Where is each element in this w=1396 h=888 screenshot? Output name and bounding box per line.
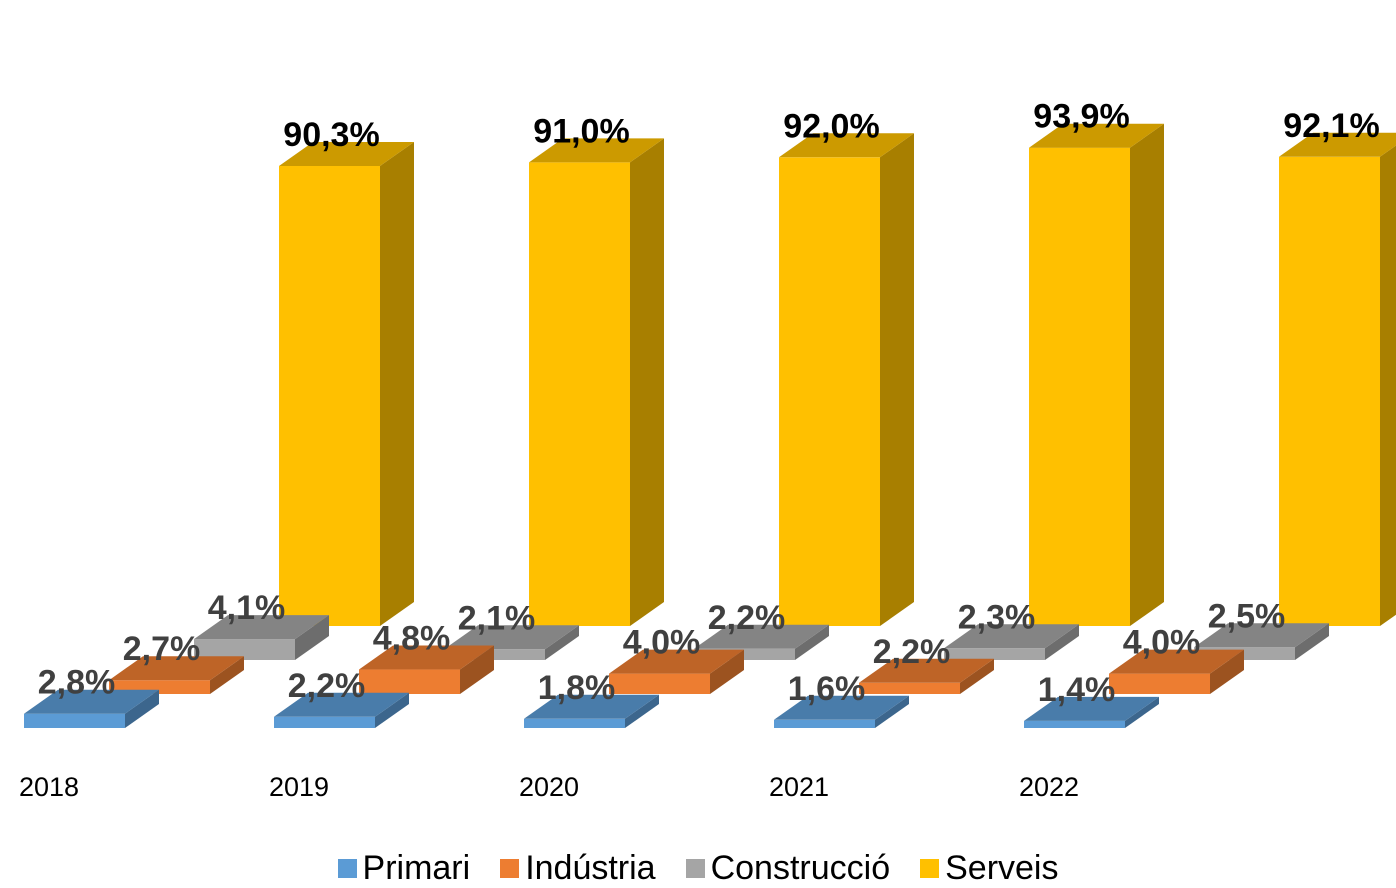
x-tick-label-2022: 2022 [1019, 772, 1079, 802]
legend-label: Indústria [525, 849, 656, 887]
bar-primari-2022 [1024, 696, 1159, 728]
data-label-industria-2018: 2,7% [123, 630, 201, 668]
bar-construccio-2020 [694, 624, 829, 660]
bar-layer [24, 123, 1396, 728]
data-label-serveis-2018: 90,3% [283, 116, 379, 154]
legend-item: Indústria [500, 848, 656, 888]
legend-swatch [337, 858, 357, 878]
legend-label: Serveis [945, 849, 1059, 887]
bar-construccio-2019 [444, 625, 579, 660]
bar-industria-2021 [859, 658, 994, 694]
bar-serveis-2019 [529, 138, 664, 626]
bar-primari-2020 [524, 694, 659, 728]
data-label-layer: 90,3% 91,0% 92,0% 93,9% 92,1%4,1% 2,1% 2,2% 2,3… [38, 98, 1380, 709]
legend-swatch [500, 858, 520, 878]
bar-serveis-2021 [1029, 123, 1164, 626]
data-label-serveis-2022: 92,1% [1283, 107, 1379, 145]
data-label-industria-2021: 2,2% [873, 633, 951, 671]
data-label-industria-2019: 4,8% [373, 620, 451, 658]
legend: Primari Indústria Construcció Serveis [0, 848, 1396, 888]
data-label-primari-2022: 1,4% [1038, 671, 1116, 709]
data-label-serveis-2019: 91,0% [533, 112, 629, 150]
legend-item: Construcció [685, 848, 891, 888]
bar-primari-2018 [24, 689, 159, 728]
data-label-serveis-2020: 92,0% [783, 107, 879, 145]
data-label-primari-2018: 2,8% [38, 664, 116, 702]
bar-industria-2020 [609, 649, 744, 694]
bar-construccio-2018 [194, 615, 329, 660]
category-axis: 2018 2019 2020 2021 2022 [19, 772, 1079, 802]
legend-item: Serveis [920, 848, 1058, 888]
x-tick-label-2021: 2021 [769, 772, 829, 802]
x-tick-label-2018: 2018 [19, 772, 79, 802]
bar-industria-2022 [1109, 649, 1244, 694]
legend-swatch [685, 858, 705, 878]
data-label-primari-2021: 1,6% [788, 670, 866, 708]
data-label-primari-2020: 1,8% [538, 669, 616, 707]
bar-serveis-2018 [279, 142, 414, 626]
data-label-construccio-2021: 2,3% [958, 598, 1036, 636]
bar-serveis-2020 [779, 133, 914, 627]
x-tick-label-2019: 2019 [269, 772, 329, 802]
bar-primari-2019 [274, 692, 409, 728]
x-tick-label-2020: 2020 [519, 772, 579, 802]
data-label-industria-2022: 4,0% [1123, 624, 1201, 662]
bar-construccio-2021 [944, 624, 1079, 660]
data-label-construccio-2020: 2,2% [708, 599, 786, 637]
data-label-construccio-2019: 2,1% [458, 599, 536, 637]
data-label-construccio-2022: 2,5% [1208, 597, 1286, 635]
data-label-industria-2020: 4,0% [623, 624, 701, 662]
bar-industria-2019 [359, 645, 494, 694]
legend-label: Primari [362, 849, 471, 887]
bar-primari-2021 [774, 695, 909, 728]
bar-serveis-2022 [1279, 132, 1396, 626]
legend-label: Construcció [710, 849, 891, 887]
data-label-construccio-2018: 4,1% [208, 589, 286, 627]
legend-swatch [920, 858, 940, 878]
data-label-serveis-2021: 93,9% [1033, 98, 1129, 136]
data-label-primari-2019: 2,2% [288, 667, 366, 705]
legend-item: Primari [337, 848, 471, 888]
